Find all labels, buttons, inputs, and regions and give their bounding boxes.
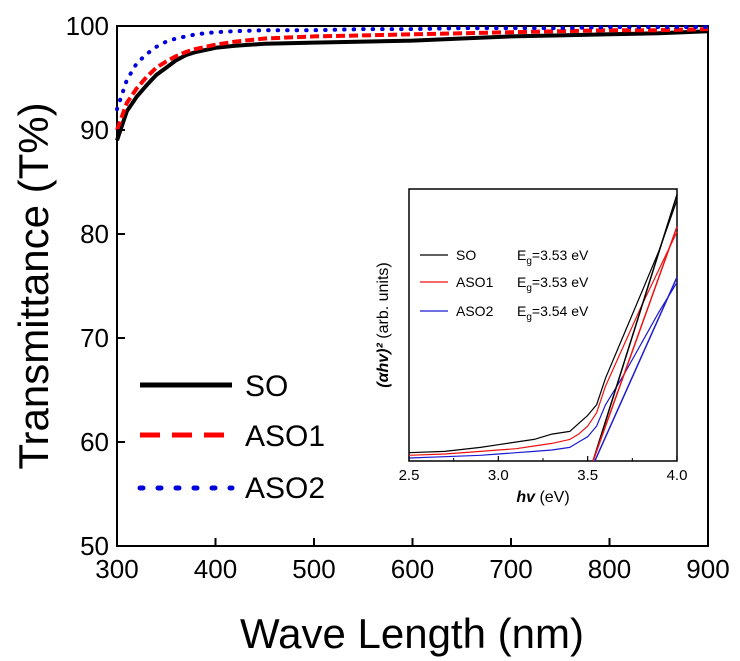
- inset-series-line-aso1: [408, 231, 678, 456]
- series-line-so: [115, 29, 709, 142]
- inset-legend-label-aso1: ASO1: [456, 274, 494, 290]
- y-tick-label: 100: [66, 11, 109, 41]
- inset-fit-line-aso2: [594, 276, 678, 462]
- inset-legend: SO Eg=3.53 eV ASO1 Eg=3.53 eV ASO2 Eg=3.…: [420, 247, 589, 323]
- inset-x-tick-label: 3.5: [577, 467, 598, 484]
- eg-prefix-aso1: E: [517, 274, 526, 290]
- eg-prefix-so: E: [517, 247, 526, 263]
- inset-chart: 2.5 3.0 3.5 4.0 hv (eV) (αhv)² (arb. units)…: [375, 188, 688, 506]
- inset-legend-eg-aso1: Eg=3.53 eV: [517, 274, 589, 294]
- legend-label-aso2: ASO2: [245, 472, 325, 505]
- inset-fit-line-aso1: [592, 226, 678, 462]
- y-tick-label: 70: [80, 323, 109, 353]
- inset-x-tick-label: 4.0: [667, 467, 688, 484]
- x-tick-label: 600: [391, 554, 434, 584]
- x-tick-label: 700: [489, 554, 532, 584]
- eg-sub-aso2: g: [526, 312, 532, 323]
- x-tick-label: 300: [95, 554, 138, 584]
- inset-plot-frame: [408, 188, 678, 462]
- legend-label-aso1: ASO1: [245, 420, 325, 453]
- y-tick-label: 90: [80, 115, 109, 145]
- main-y-axis-label: Transmittance (T%): [10, 102, 57, 469]
- x-tick-label: 900: [686, 554, 729, 584]
- y-tick-label: 60: [80, 427, 109, 457]
- main-x-axis-label: Wave Length (nm): [240, 610, 584, 657]
- main-axis-ticks: 300 400 500 600 700 800 900 50 60 70 80 90 100: [66, 11, 730, 584]
- eg-sub-aso1: g: [526, 283, 532, 294]
- x-tick-label: 800: [588, 554, 631, 584]
- series-line-aso1: [115, 27, 709, 131]
- inset-x-label-main: hv: [516, 489, 536, 506]
- inset-y-label-unit: (arb. units): [375, 262, 392, 343]
- inset-series-line-aso2: [408, 282, 678, 459]
- eg-value-aso2: =3.54 eV: [532, 303, 589, 319]
- inset-series-line-so: [408, 199, 678, 454]
- inset-legend-label-so: SO: [456, 247, 476, 263]
- x-tick-label: 400: [194, 554, 237, 584]
- eg-value-aso1: =3.53 eV: [532, 274, 589, 290]
- inset-series-lines: [408, 194, 678, 462]
- main-legend: SO ASO1 ASO2: [137, 370, 325, 505]
- y-tick-label: 80: [80, 219, 109, 249]
- main-series-lines: [115, 25, 710, 142]
- inset-legend-eg-so: Eg=3.53 eV: [517, 247, 589, 267]
- series-line-aso2: [115, 25, 710, 112]
- inset-x-tick-label: 2.5: [399, 467, 420, 484]
- legend-label-so: SO: [245, 370, 288, 403]
- inset-legend-label-aso2: ASO2: [456, 303, 494, 319]
- inset-y-label-main: (αhv)²: [375, 343, 392, 388]
- x-tick-label: 500: [292, 554, 335, 584]
- inset-x-label-unit: (eV): [535, 489, 570, 506]
- eg-sub-so: g: [526, 256, 532, 267]
- eg-value-so: =3.53 eV: [532, 247, 589, 263]
- eg-prefix-aso2: E: [517, 303, 526, 319]
- inset-axis-ticks: 2.5 3.0 3.5 4.0: [399, 456, 688, 484]
- y-tick-label: 50: [80, 531, 109, 561]
- inset-x-tick-label: 3.0: [488, 467, 509, 484]
- inset-fit-line-so: [592, 194, 678, 462]
- inset-x-axis-label: hv (eV): [516, 489, 569, 506]
- inset-y-axis-label: (αhv)² (arb. units): [375, 262, 392, 388]
- inset-legend-eg-aso2: Eg=3.54 eV: [517, 303, 589, 323]
